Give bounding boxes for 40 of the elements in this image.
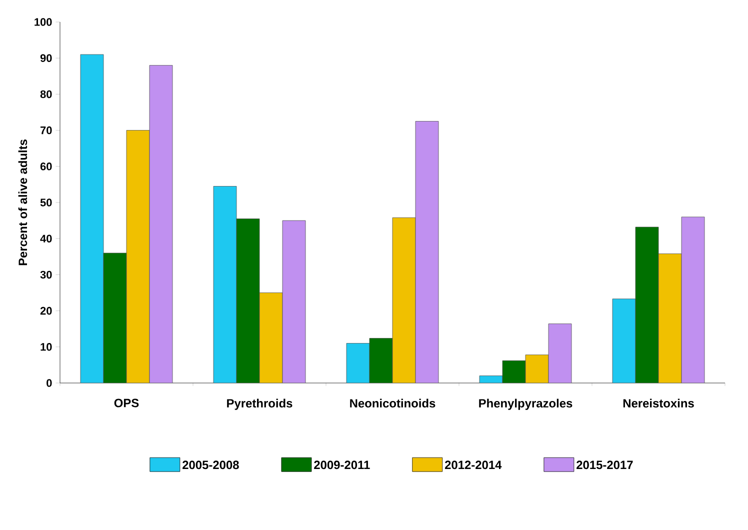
- bar: [658, 254, 682, 383]
- bar: [548, 324, 572, 383]
- y-tick-label: 90: [40, 54, 52, 62]
- y-tick-label: 100: [34, 18, 52, 26]
- bar: [612, 298, 636, 383]
- bar: [149, 65, 173, 383]
- bar: [502, 360, 526, 383]
- legend-label: 2005-2008: [182, 460, 239, 470]
- y-tick-label: 80: [40, 90, 52, 98]
- bar: [346, 343, 370, 383]
- x-tick-label: OPS: [114, 398, 139, 408]
- bar: [126, 130, 150, 383]
- bar: [103, 252, 127, 383]
- y-tick-label: 50: [40, 198, 52, 206]
- y-tick-label: 40: [40, 234, 52, 242]
- bar: [80, 54, 104, 383]
- legend-label: 2009-2011: [314, 460, 370, 470]
- x-tick-label: Pyrethroids: [227, 398, 292, 410]
- x-tick-label: Nereistoxins: [623, 398, 694, 408]
- bar: [282, 220, 306, 383]
- bar: [635, 226, 659, 383]
- bar: [392, 217, 416, 383]
- x-tick-label: Phenylpyrazoles: [479, 398, 572, 410]
- legend-label: 2015-2017: [576, 460, 633, 470]
- bar: [415, 121, 439, 383]
- y-tick-label: 0: [46, 379, 52, 387]
- bar: [681, 216, 705, 383]
- bar: [369, 338, 393, 383]
- x-tick-label: Neonicotinoids: [350, 398, 436, 408]
- y-tick-label: 70: [40, 126, 52, 134]
- y-axis-title: Percent of alive adults: [18, 140, 28, 266]
- y-tick-label: 20: [40, 306, 52, 315]
- y-tick-label: 10: [40, 343, 52, 351]
- bar: [259, 292, 283, 383]
- y-tick-label: 60: [40, 162, 52, 170]
- legend-label: 2012-2014: [444, 460, 502, 470]
- bar: [525, 354, 549, 383]
- bar: [236, 218, 260, 383]
- y-tick-label: 30: [40, 270, 52, 279]
- bar: [213, 186, 237, 383]
